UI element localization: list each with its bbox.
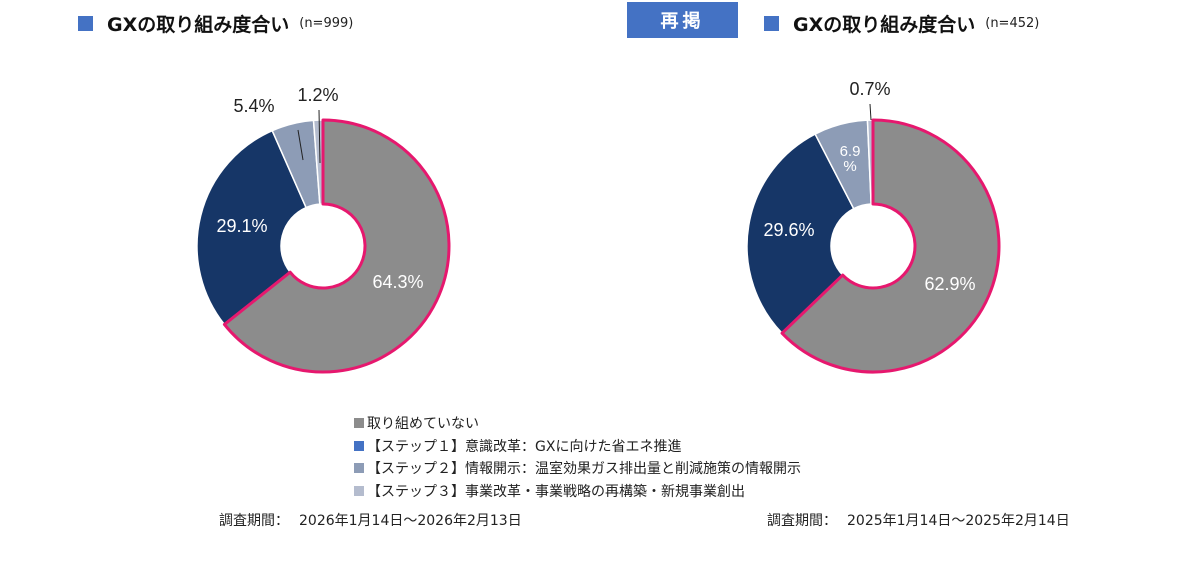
data-label: 1.2% — [297, 85, 338, 105]
survey-period-value: 2026年1月14日～2026年2月13日 — [299, 513, 522, 529]
slice-step1 — [196, 129, 308, 326]
survey-period-label: 調査期間： — [767, 513, 837, 529]
title-square-icon — [764, 16, 779, 31]
legend-label: 【ステップ２】情報開示：温室効果ガス排出量と削減施策の情報開示 — [367, 461, 801, 478]
legend-item-not-started: 取り組めていない — [354, 412, 801, 435]
chart-title-2025: GXの取り組み度合い (n=452) — [764, 10, 1039, 37]
legend-label: 取り組めていない — [367, 416, 479, 433]
data-label: 29.6% — [763, 220, 814, 240]
survey-period-value: 2025年1月14日～2025年2月14日 — [847, 513, 1070, 529]
legend-label: 【ステップ３】事業改革・事業戦略の再構築・新規事業創出 — [367, 483, 745, 500]
legend-item-step1: 【ステップ１】意識改革：GXに向けた省エネ推進 — [354, 435, 801, 458]
data-label: 0.7% — [849, 79, 890, 99]
highlight-outline — [780, 118, 1001, 374]
chart-title-text: GXの取り組み度合い — [793, 14, 976, 36]
leader-line — [869, 103, 872, 121]
data-label: 64.3% — [372, 272, 423, 292]
legend-item-step3: 【ステップ３】事業改革・事業戦略の再構築・新規事業創出 — [354, 480, 801, 503]
survey-period-2026: 調査期間： 2026年1月14日～2026年2月13日 — [219, 510, 522, 530]
legend: 取り組めていない 【ステップ１】意識改革：GXに向けた省エネ推進 【ステップ２】… — [354, 412, 801, 502]
survey-period-label: 調査期間： — [219, 513, 289, 529]
data-label: 6.9% — [840, 143, 861, 175]
data-label: 5.4% — [233, 96, 274, 116]
donut-chart-0: 64.3% 29.1% 5.4% 1.2% — [196, 85, 451, 374]
title-square-icon — [78, 16, 93, 31]
data-label: 29.1% — [216, 216, 267, 236]
survey-period-2025: 調査期間： 2025年1月14日～2025年2月14日 — [767, 510, 1070, 530]
legend-swatch — [354, 440, 364, 451]
chart-title-2026: GXの取り組み度合い (n=999) — [78, 10, 353, 37]
sample-size: (n=999) — [299, 16, 354, 31]
legend-swatch — [354, 463, 364, 474]
leader-line — [297, 129, 304, 161]
repost-badge: 再掲 — [627, 2, 738, 38]
legend-swatch — [354, 418, 364, 429]
legend-swatch — [354, 485, 364, 496]
leader-line — [318, 109, 321, 164]
highlight-outline — [222, 118, 451, 374]
donut-chart-1: 62.9% 29.6% 6.9 % 0.7% — [746, 79, 1001, 374]
legend-label: 【ステップ１】意識改革：GXに向けた省エネ推進 — [367, 438, 682, 455]
legend-item-step2: 【ステップ２】情報開示：温室効果ガス排出量と削減施策の情報開示 — [354, 457, 801, 480]
slice-step1 — [746, 133, 855, 335]
chart-title-text: GXの取り組み度合い — [107, 14, 290, 36]
sample-size: (n=452) — [985, 16, 1040, 31]
data-label: 62.9% — [924, 274, 975, 294]
